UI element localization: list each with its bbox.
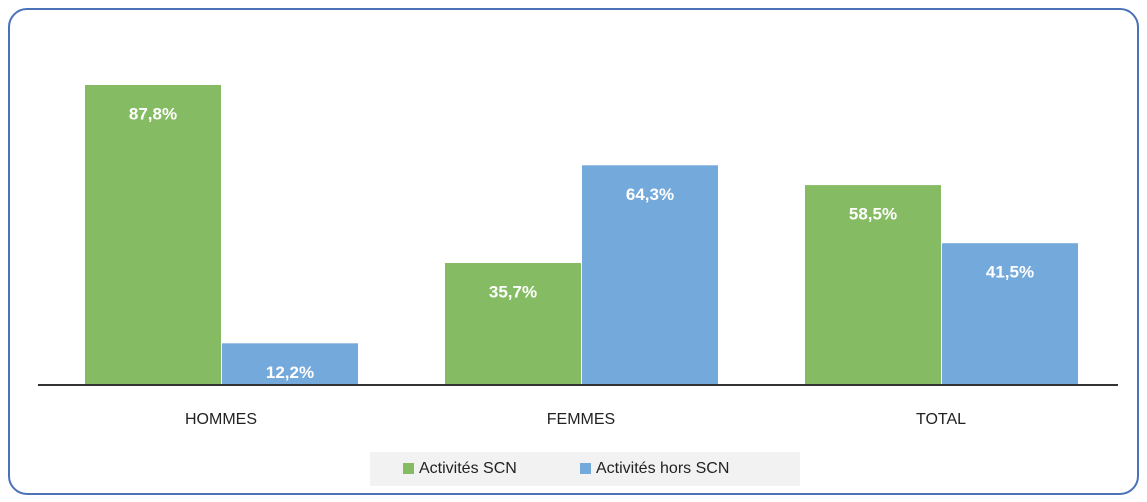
bar: [805, 185, 941, 385]
x-tick-label: FEMMES: [547, 411, 615, 428]
data-label: 12,2%: [266, 363, 314, 382]
x-tick-label: TOTAL: [916, 411, 966, 428]
x-tick-label: HOMMES: [185, 411, 257, 428]
bar: [445, 263, 581, 385]
legend-swatch: [403, 463, 414, 474]
data-label: 87,8%: [129, 104, 177, 123]
legend-label: Activités hors SCN: [596, 460, 729, 477]
data-label: 41,5%: [986, 263, 1034, 282]
data-label: 64,3%: [626, 185, 674, 204]
legend-swatch: [580, 463, 591, 474]
bar: [942, 243, 1078, 385]
bar: [582, 165, 718, 385]
data-label: 58,5%: [849, 205, 897, 224]
data-label: 35,7%: [489, 283, 537, 302]
bar: [222, 343, 358, 385]
legend-label: Activités SCN: [419, 460, 517, 477]
bar: [85, 85, 221, 385]
